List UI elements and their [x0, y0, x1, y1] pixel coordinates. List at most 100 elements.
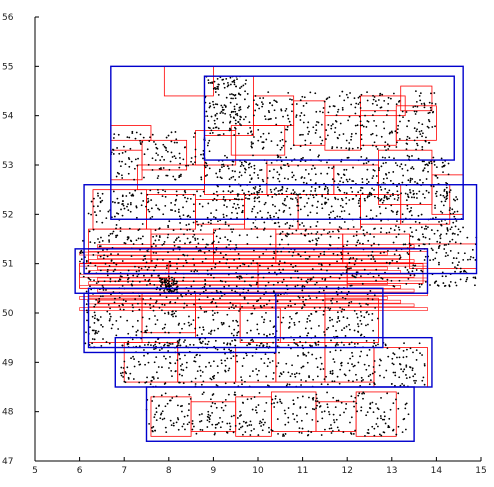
data-point	[200, 153, 202, 156]
data-point	[334, 119, 337, 122]
data-point	[379, 415, 382, 417]
data-point	[392, 210, 394, 213]
data-point	[129, 147, 132, 150]
data-point	[89, 241, 92, 244]
data-point	[213, 80, 216, 83]
data-point	[283, 409, 286, 412]
data-point	[232, 175, 235, 178]
data-point	[419, 179, 421, 181]
data-point	[141, 223, 144, 225]
data-point	[255, 406, 258, 409]
data-point	[335, 114, 338, 117]
data-point	[281, 230, 284, 233]
data-point	[235, 319, 238, 322]
data-point	[115, 334, 118, 337]
data-point	[118, 296, 121, 299]
data-point	[347, 96, 349, 99]
data-point	[402, 174, 405, 177]
data-point	[199, 195, 202, 197]
data-point	[174, 199, 177, 202]
data-point	[163, 417, 166, 420]
data-point	[462, 226, 464, 229]
data-point	[382, 178, 385, 180]
data-point	[290, 263, 292, 266]
data-point	[145, 205, 147, 208]
x-tick-label: 10	[252, 466, 264, 476]
data-point	[296, 420, 299, 423]
data-point	[307, 121, 310, 124]
data-point	[307, 173, 310, 175]
data-point	[339, 414, 342, 417]
data-point	[304, 168, 307, 171]
data-point	[336, 321, 339, 323]
data-point	[229, 428, 232, 431]
data-point	[236, 267, 239, 269]
data-point	[226, 156, 228, 159]
data-point	[263, 318, 266, 321]
data-point	[398, 376, 401, 379]
data-point	[120, 374, 123, 377]
data-point	[147, 200, 150, 203]
data-point	[434, 204, 436, 207]
data-point	[291, 198, 294, 201]
data-point	[142, 298, 145, 300]
data-point	[182, 279, 184, 282]
data-point	[213, 433, 216, 436]
data-point	[193, 270, 196, 273]
data-point	[131, 338, 134, 341]
data-point	[353, 97, 356, 100]
data-point	[96, 318, 99, 321]
data-point	[135, 239, 138, 242]
data-point	[339, 215, 341, 218]
data-point	[380, 397, 382, 399]
data-point	[278, 351, 280, 354]
data-point	[256, 323, 259, 326]
data-point	[297, 253, 300, 256]
data-point	[87, 264, 90, 267]
data-point	[304, 251, 307, 254]
data-point	[260, 357, 263, 360]
data-point	[187, 164, 190, 167]
data-point	[228, 325, 231, 328]
data-point	[334, 344, 337, 347]
data-point	[169, 301, 172, 303]
data-point	[262, 252, 265, 255]
data-point	[386, 143, 389, 146]
data-point	[250, 424, 253, 426]
data-point	[330, 424, 332, 426]
data-point	[446, 228, 449, 231]
data-point	[354, 112, 357, 115]
data-point	[360, 380, 363, 382]
data-point	[155, 301, 157, 304]
data-point	[200, 420, 203, 422]
data-point	[134, 265, 136, 268]
data-point	[214, 426, 217, 429]
data-point	[270, 428, 273, 431]
data-point	[372, 175, 375, 177]
data-point	[108, 239, 110, 242]
data-point	[204, 283, 207, 286]
data-point	[210, 405, 213, 408]
data-point	[229, 115, 232, 118]
data-point	[196, 370, 199, 373]
data-point	[318, 291, 321, 293]
data-point	[421, 123, 424, 126]
data-point	[182, 369, 185, 372]
data-point	[339, 204, 342, 207]
data-point	[267, 132, 270, 135]
data-point	[210, 222, 212, 225]
data-point	[244, 431, 247, 433]
data-point	[96, 332, 99, 335]
data-point	[99, 295, 102, 298]
data-point	[206, 144, 209, 147]
data-point	[233, 105, 236, 108]
data-point	[335, 418, 338, 421]
data-point	[280, 108, 283, 111]
data-point	[152, 425, 155, 428]
data-point	[229, 101, 232, 104]
data-point	[206, 426, 209, 428]
data-point	[177, 418, 180, 421]
data-point	[140, 143, 142, 146]
data-point	[227, 81, 229, 84]
data-point	[87, 212, 90, 215]
